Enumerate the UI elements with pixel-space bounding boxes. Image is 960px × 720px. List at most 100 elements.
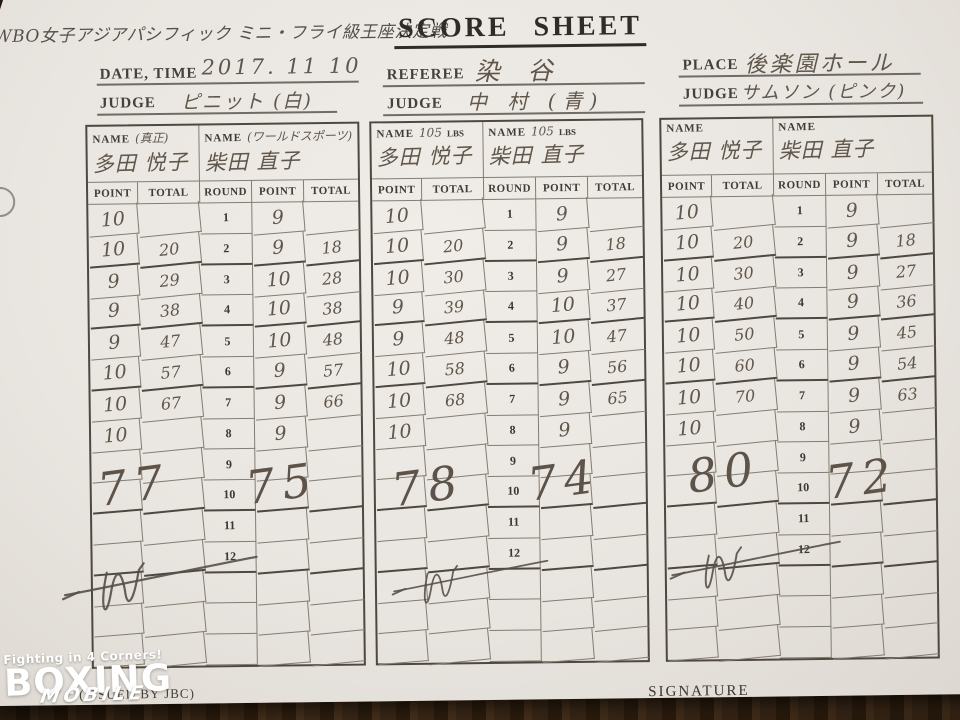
point-b-cell	[255, 508, 310, 544]
name-header-row: NAME	[666, 122, 704, 134]
point-b-cell	[255, 570, 311, 606]
point-b-cell	[255, 539, 310, 575]
point-a-cell: 10	[661, 226, 714, 262]
point-b-cell: 9	[827, 409, 883, 445]
total-b-cell	[307, 538, 364, 575]
final-total-b-judge3: 72	[822, 446, 902, 511]
point-b-cell: 10	[251, 262, 307, 298]
signature-label: SIGNATURE	[648, 682, 750, 701]
round-number-cell: 11	[204, 510, 257, 543]
round-number-cell: 6	[776, 349, 829, 382]
final-total-b-judge2: 74	[524, 448, 604, 512]
point-a-cell: 9	[372, 291, 425, 327]
point-b-cell: 9	[537, 381, 592, 417]
point-a-cell: 10	[373, 414, 427, 450]
fighter-a-name: 多田 悦子	[376, 143, 473, 171]
fighter-b-name: 柴田 直子	[778, 136, 875, 164]
point-b-cell: 9	[826, 316, 882, 352]
round-number-cell	[779, 627, 832, 659]
watermark: Fighting in 4 Corners! BOXING MOBILE	[3, 647, 173, 709]
total-b-cell	[591, 534, 648, 571]
round-number-cell: 6	[486, 353, 539, 385]
point-b-cell: 9	[535, 227, 590, 263]
point-b-cell: 10	[252, 292, 307, 328]
total-b-cell: 18	[303, 230, 361, 267]
round-number-cell: 2	[200, 233, 253, 266]
point-b-cell: 9	[825, 224, 880, 260]
name-label: NAME	[92, 133, 131, 146]
point-a-cell: 10	[371, 229, 424, 265]
sheet-content: WBO女子アジアパシフィック ミニ・フライ級王座決定戦 SCORE SHEET …	[0, 10, 940, 702]
point-a-cell: 10	[373, 353, 426, 388]
point-a-cell: 10	[661, 195, 714, 231]
crossout-scribble-judge1	[61, 555, 258, 611]
point-b-cell: 9	[537, 412, 593, 448]
round-number-cell: 4	[201, 295, 254, 327]
point-a-cell: 9	[88, 294, 141, 330]
round-number-cell	[779, 596, 832, 628]
point-a-cell: 10	[371, 199, 424, 234]
point-a-cell: 10	[89, 418, 143, 453]
point-a-cell	[376, 630, 429, 666]
name-annotation: 105	[530, 124, 554, 139]
column-header: POINT	[371, 178, 423, 202]
column-header: ROUND	[483, 177, 537, 201]
round-number-cell: 7	[202, 387, 255, 420]
point-a-cell: 10	[662, 318, 716, 354]
total-b-cell: 65	[589, 380, 647, 417]
judge2-label: JUDGE	[386, 95, 443, 113]
point-b-cell	[540, 628, 595, 664]
point-a-cell	[666, 626, 719, 662]
point-b-cell: 9	[535, 197, 590, 232]
handwritten-bout-title: WBO女子アジアパシフィック ミニ・フライ級王座決定戦	[0, 21, 448, 48]
point-b-cell: 9	[827, 378, 882, 414]
name-header-row: NAME (真正)	[92, 129, 168, 147]
total-b-cell	[308, 630, 366, 667]
point-b-cell: 10	[536, 289, 591, 325]
fighter-a-name-cell: NAME 105 LBS 多田 悦子	[371, 122, 484, 180]
total-a-cell	[716, 625, 782, 662]
round-number-cell: 2	[774, 226, 827, 259]
final-total-a-judge1: 77	[94, 453, 174, 517]
judge3-value: サムソン (ピンク)	[740, 80, 907, 104]
column-header: POINT	[661, 175, 713, 198]
round-number-cell: 8	[486, 415, 540, 447]
fighter-a-name-cell: NAME (真正) 多田 悦子	[87, 125, 200, 183]
round-number-cell: 5	[485, 322, 539, 355]
point-b-cell: 9	[825, 193, 880, 229]
point-a-cell: 9	[88, 264, 141, 299]
round-number-cell: 2	[484, 230, 537, 262]
final-total-a-judge2: 78	[388, 454, 468, 518]
round-number-cell: 5	[201, 326, 255, 358]
round-number-cell: 7	[776, 380, 829, 413]
point-b-cell: 10	[536, 320, 592, 356]
column-header: POINT	[87, 182, 139, 205]
column-header: TOTAL	[587, 176, 643, 199]
point-b-cell: 10	[252, 323, 308, 359]
round-number-cell: 1	[200, 202, 253, 235]
point-b-cell: 9	[253, 354, 308, 390]
fighter-a-name: 多田 悦子	[666, 137, 763, 165]
column-header: TOTAL	[877, 172, 933, 196]
column-header: TOTAL	[303, 179, 359, 203]
point-a-cell: 10	[663, 349, 716, 385]
point-b-cell	[538, 504, 594, 540]
round-number-cell: 3	[484, 261, 538, 293]
crossout-scribble-judge3	[669, 540, 841, 589]
total-b-cell: 18	[877, 223, 935, 260]
round-number-cell: 1	[774, 195, 827, 228]
name-label: NAME	[376, 127, 415, 141]
total-b-cell	[592, 627, 650, 664]
point-a-cell: 10	[662, 287, 715, 323]
point-a-cell: 10	[87, 233, 140, 269]
point-b-cell: 9	[251, 231, 306, 267]
page-title: SCORE SHEET	[393, 10, 647, 50]
point-b-cell	[256, 631, 311, 667]
round-number-cell: 8	[202, 418, 256, 450]
fighter-a-name: 多田 悦子	[92, 149, 189, 177]
point-a-cell: 9	[372, 322, 426, 358]
total-b-cell	[881, 531, 938, 568]
round-number-cell: 10	[777, 473, 830, 505]
hole-punch-mark	[0, 186, 16, 218]
final-total-b-judge1: 75	[242, 451, 322, 516]
